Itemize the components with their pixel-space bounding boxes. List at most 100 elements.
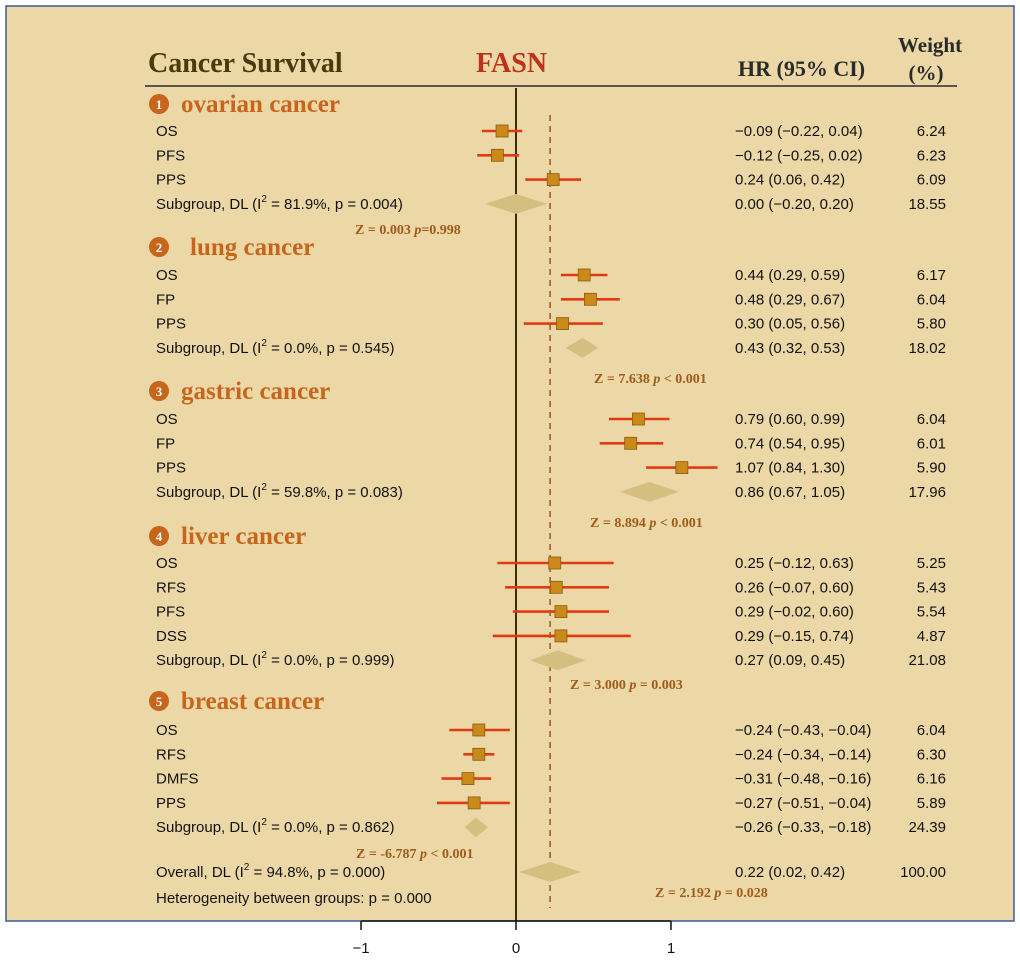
weight-text: 5.25 <box>917 555 946 572</box>
heterogeneity-text: Heterogeneity between groups: p = 0.000 <box>156 890 432 907</box>
ci-text: 0.29 (−0.02, 0.60) <box>735 604 854 621</box>
point-estimate <box>461 772 475 785</box>
weight-text: 6.04 <box>917 722 946 739</box>
subgroup-ci-text: −0.26 (−0.33, −0.18) <box>735 819 871 836</box>
point-estimate <box>490 148 504 162</box>
weight-text: 5.54 <box>917 604 946 621</box>
subgroup-label: Subgroup, DL (I2 = 0.0%, p = 0.545) <box>156 338 395 357</box>
weight-text: 6.17 <box>917 267 946 284</box>
ci-text: 0.48 (0.29, 0.67) <box>735 291 845 308</box>
hr-column-header: HR (95% CI) <box>738 56 865 81</box>
subgroup-ci-text: 0.86 (0.67, 1.05) <box>735 484 845 501</box>
row-label: PPS <box>156 460 186 477</box>
ci-text: −0.24 (−0.34, −0.14) <box>735 746 871 763</box>
row-label: FP <box>156 435 175 452</box>
weight-text: 6.01 <box>917 435 946 452</box>
subgroup-diamond <box>485 193 547 214</box>
x-axis-tick-label: 1 <box>667 940 675 957</box>
group-title: lung cancer <box>190 234 314 261</box>
row-label: PPS <box>156 795 186 812</box>
point-estimate <box>472 723 486 737</box>
x-axis-tick-label: −1 <box>352 940 369 957</box>
ci-text: −0.24 (−0.43, −0.04) <box>735 722 871 739</box>
row-label: PPS <box>156 316 186 333</box>
group-number: 3 <box>156 384 163 399</box>
weight-text: 5.43 <box>917 579 946 596</box>
subgroup-weight-text: 17.96 <box>908 484 946 501</box>
overall-z-test: Z = 2.192 p = 0.028 <box>655 886 768 901</box>
x-axis: −1 0 1 <box>352 920 675 957</box>
subgroup-weight-text: 24.39 <box>908 819 946 836</box>
ci-text: 0.26 (−0.07, 0.60) <box>735 579 854 596</box>
row-label: OS <box>156 267 178 284</box>
row-label: PPS <box>156 172 186 189</box>
row-label: OS <box>156 555 178 572</box>
ci-text: −0.27 (−0.51, −0.04) <box>735 795 871 812</box>
ci-text: 0.74 (0.54, 0.95) <box>735 435 845 452</box>
ci-text: 0.24 (0.06, 0.42) <box>735 172 845 189</box>
point-estimate <box>632 412 645 426</box>
point-estimate <box>549 580 563 594</box>
group-number-badge <box>149 237 169 257</box>
group-number-badge <box>149 381 169 401</box>
weight-text: 6.09 <box>917 172 946 189</box>
subgroup-diamond <box>529 650 586 671</box>
group-z-test: Z = 7.638 p < 0.001 <box>594 372 707 387</box>
weight-text: 6.04 <box>917 291 946 308</box>
point-estimate <box>472 747 486 761</box>
group-number-badge <box>149 94 169 114</box>
weight-text: 6.24 <box>917 123 946 140</box>
chart-title: Cancer Survival <box>148 48 343 79</box>
group-number: 5 <box>156 694 163 709</box>
row-label: DSS <box>156 628 187 645</box>
row-label: PFS <box>156 147 185 164</box>
row-label: FP <box>156 291 175 308</box>
weight-column-header-line2: (%) <box>909 61 944 85</box>
subgroup-weight-text: 18.55 <box>908 196 946 213</box>
group-title: gastric cancer <box>181 378 330 405</box>
group-number-badge <box>149 526 169 546</box>
ci-text: 0.25 (−0.12, 0.63) <box>735 555 854 572</box>
group-title: breast cancer <box>181 688 324 715</box>
point-estimate <box>467 796 481 810</box>
ci-text: 0.29 (−0.15, 0.74) <box>735 628 854 645</box>
point-estimate <box>556 317 569 331</box>
ci-text: −0.09 (−0.22, 0.04) <box>735 123 863 140</box>
weight-text: 4.87 <box>917 628 946 645</box>
point-estimate <box>548 556 562 570</box>
point-estimate <box>546 173 560 187</box>
group-z-test: Z = 3.000 p = 0.003 <box>570 678 683 693</box>
subgroup-ci-text: 0.00 (−0.20, 0.20) <box>735 196 854 213</box>
group-number: 4 <box>156 529 163 544</box>
weight-column-header-line1: Weight <box>898 33 962 57</box>
weight-text: 5.80 <box>917 316 946 333</box>
weight-text: 5.89 <box>917 795 946 812</box>
subgroup-ci-text: 0.43 (0.32, 0.53) <box>735 340 845 357</box>
weight-text: 6.23 <box>917 147 946 164</box>
ci-text: 0.30 (0.05, 0.56) <box>735 316 845 333</box>
subgroup-ci-text: 0.27 (0.09, 0.45) <box>735 652 845 669</box>
group-z-test: Z = 0.003 p=0.998 <box>355 223 461 238</box>
plot-panel <box>5 5 1015 922</box>
row-label: DMFS <box>156 771 199 788</box>
overall-weight-text: 100.00 <box>900 864 946 881</box>
subgroup-label: Subgroup, DL (I2 = 0.0%, p = 0.862) <box>156 817 395 836</box>
weight-text: 6.16 <box>917 771 946 788</box>
group-number: 1 <box>156 97 163 112</box>
group-title: liver cancer <box>181 523 306 550</box>
ci-text: 0.44 (0.29, 0.59) <box>735 267 845 284</box>
point-estimate <box>577 268 591 282</box>
weight-text: 5.90 <box>917 460 946 477</box>
gene-label: FASN <box>476 48 547 79</box>
subgroup-label: Subgroup, DL (I2 = 59.8%, p = 0.083) <box>156 482 403 501</box>
subgroup-diamond <box>619 481 679 502</box>
subgroup-label: Subgroup, DL (I2 = 0.0%, p = 0.999) <box>156 650 395 669</box>
row-label: OS <box>156 123 178 140</box>
weight-text: 6.04 <box>917 411 946 428</box>
group-z-test: Z = 8.894 p < 0.001 <box>590 516 703 531</box>
group-number: 2 <box>156 240 163 255</box>
group-number-badge <box>149 691 169 711</box>
row-label: OS <box>156 411 178 428</box>
